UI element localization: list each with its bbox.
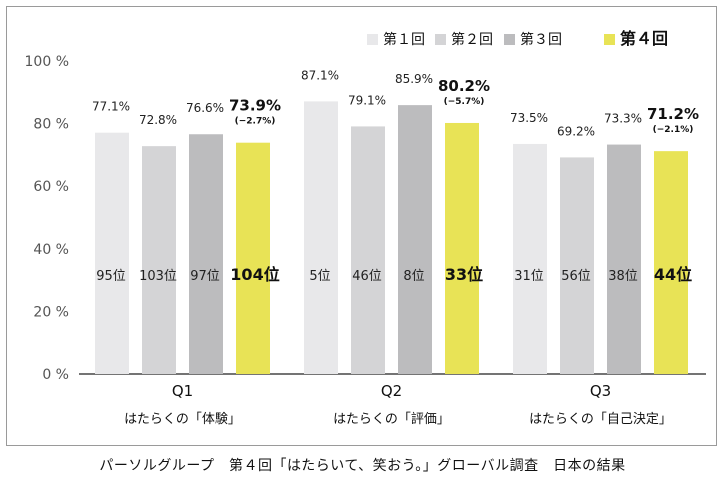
- y-tick-label: 0 %: [42, 367, 69, 383]
- value-label: 73.3%: [604, 112, 642, 126]
- category-code: Q1: [172, 382, 193, 400]
- value-label: 85.9%: [395, 72, 433, 86]
- change-label: (−2.7%): [235, 117, 276, 127]
- y-tick-label: 20 %: [33, 304, 69, 320]
- category-label: はたらくの「評価」: [333, 412, 450, 427]
- bar-q2-series-4: [445, 122, 479, 374]
- value-label: 87.1%: [301, 68, 339, 82]
- legend-swatch-series-3: [504, 34, 515, 45]
- y-tick-label: 80 %: [33, 117, 69, 133]
- bar-q2-series-2: [351, 126, 385, 375]
- value-label-highlight: 80.2%: [438, 77, 490, 95]
- bar-q2-series-1: [304, 101, 338, 374]
- legend-label: 第２回: [451, 31, 493, 48]
- chart-frame: 0 % 20 % 40 % 60 % 80 % 100 % 77.1% 95位 72.8% 103…: [6, 6, 717, 446]
- chart-caption: パーソルグループ 第４回「はたらいて、笑おう。」グローバル調査 日本の結果: [99, 458, 626, 474]
- y-tick-label: 100 %: [25, 54, 69, 70]
- value-label: 72.8%: [139, 113, 177, 127]
- rank-label: 38位: [608, 269, 638, 284]
- legend-label: 第１回: [383, 31, 425, 48]
- value-label-highlight: 71.2%: [647, 105, 699, 123]
- bar-q3-series-1: [513, 143, 547, 374]
- change-label: (−2.1%): [653, 125, 694, 135]
- rank-label: 46位: [352, 269, 382, 284]
- bar-q3-series-2: [560, 157, 594, 374]
- value-label: 69.2%: [557, 124, 595, 138]
- bar-q1-series-4: [236, 142, 270, 374]
- y-tick-label: 60 %: [33, 179, 69, 195]
- legend-swatch-series-1: [367, 34, 378, 45]
- legend-swatch-series-4: [604, 34, 615, 45]
- category-code: Q3: [590, 382, 611, 400]
- rank-label: 97位: [190, 269, 220, 284]
- legend-label: 第３回: [520, 31, 562, 48]
- bar-q1-series-1: [95, 132, 129, 374]
- rank-label: 31位: [514, 269, 544, 284]
- rank-label: 95位: [96, 269, 126, 284]
- bar-q3-series-3: [607, 144, 641, 374]
- value-label: 77.1%: [92, 100, 130, 114]
- value-label: 79.1%: [348, 93, 386, 107]
- bar-q3-series-4: [654, 151, 688, 374]
- value-label: 73.5%: [510, 111, 548, 125]
- rank-label-highlight: 44位: [654, 265, 692, 284]
- y-tick-label: 40 %: [33, 242, 69, 258]
- rank-label-highlight: 33位: [445, 265, 483, 284]
- bar-chart: 0 % 20 % 40 % 60 % 80 % 100 % 77.1% 95位 72.8% 103…: [25, 29, 706, 427]
- bar-q2-series-3: [398, 105, 432, 375]
- change-label: (−5.7%): [444, 97, 485, 107]
- rank-label-highlight: 104位: [230, 265, 279, 284]
- rank-label: 8位: [403, 269, 424, 284]
- value-label: 76.6%: [186, 101, 224, 115]
- value-label-highlight: 73.9%: [229, 97, 281, 115]
- rank-label: 56位: [561, 269, 591, 284]
- category-code: Q2: [381, 382, 402, 400]
- rank-label: 103位: [139, 269, 177, 284]
- bar-q1-series-3: [189, 134, 223, 374]
- category-label: はたらくの「自己決定」: [529, 412, 672, 427]
- legend-swatch-series-2: [435, 34, 446, 45]
- legend-label: 第４回: [620, 29, 668, 48]
- bar-q1-series-2: [142, 146, 176, 374]
- rank-label: 5位: [309, 269, 330, 284]
- category-label: はたらくの「体験」: [124, 412, 241, 427]
